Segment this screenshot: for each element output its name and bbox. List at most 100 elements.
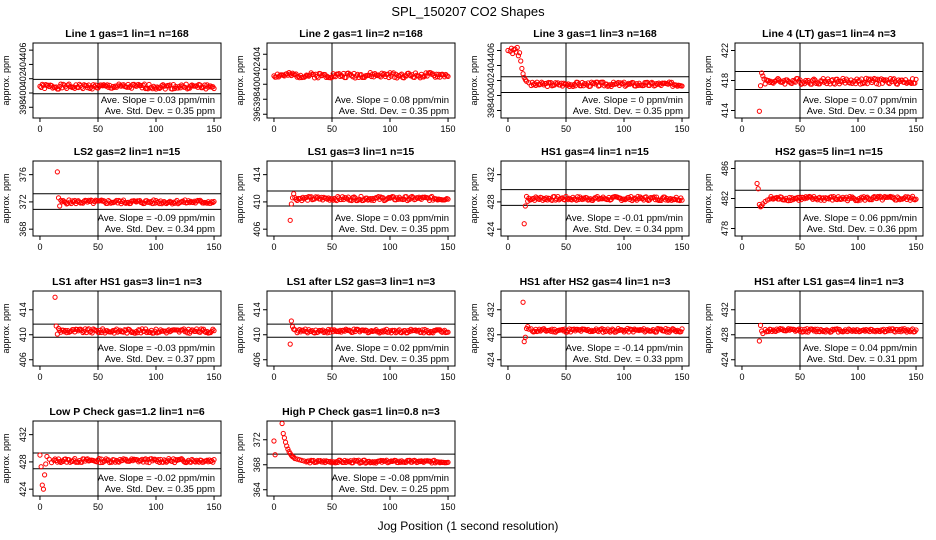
data-point [421, 74, 427, 80]
data-point [211, 85, 217, 92]
data-point [91, 198, 98, 205]
data-point [880, 77, 887, 83]
data-point [799, 80, 805, 86]
data-point [139, 456, 145, 462]
stat-annotation: Ave. Slope = 0.03 ppm/min [335, 213, 449, 224]
stat-annotation: Ave. Std. Dev. = 0.33 ppm [573, 354, 683, 365]
data-point [797, 194, 803, 200]
panel-12: HS1 after LS1 gas=4 lin=1 n=3 approx. ppm… [703, 276, 924, 382]
data-point [521, 339, 527, 345]
y-tick-label: 414 [252, 302, 262, 317]
panel-title: HS1 after LS1 gas=4 lin=1 n=3 [754, 276, 904, 288]
data-point [521, 221, 527, 227]
data-point [45, 82, 51, 88]
y-tick-label: 406 [252, 352, 262, 367]
data-point [52, 294, 58, 300]
x-tick-label: 50 [795, 124, 805, 134]
x-tick-label: 100 [148, 124, 163, 134]
data-point [412, 327, 419, 333]
data-point [165, 328, 171, 334]
data-point [37, 452, 43, 458]
data-point [848, 195, 854, 201]
data-point [588, 327, 595, 333]
data-point [210, 326, 216, 332]
data-point [120, 456, 127, 462]
data-point [350, 329, 356, 335]
data-point [42, 472, 48, 478]
data-point [285, 446, 291, 452]
y-tick-label: 400 [18, 85, 28, 100]
data-point [811, 76, 817, 82]
data-point [756, 338, 762, 344]
data-point [514, 44, 520, 51]
x-tick-label: 150 [441, 502, 456, 512]
y-tick-label: 478 [720, 221, 730, 236]
data-point [155, 456, 161, 463]
x-tick-label: 150 [441, 242, 456, 252]
data-point [652, 197, 658, 203]
data-point [864, 80, 870, 87]
x-tick-label: 0 [271, 242, 276, 252]
y-tick-label: 398 [18, 100, 28, 115]
y-tick-label: 402 [486, 73, 496, 88]
data-point [351, 194, 357, 200]
data-point [755, 186, 761, 192]
plot-frame [32, 290, 222, 367]
y-tick-label: 400 [486, 88, 496, 103]
y-tick-label: 432 [486, 302, 496, 317]
data-point [909, 193, 916, 199]
data-point [651, 194, 657, 200]
x-tick-label: 50 [561, 372, 571, 382]
data-point [776, 327, 782, 333]
data-point [396, 458, 402, 464]
y-axis-label: approx. ppm [235, 55, 245, 105]
data-point [144, 329, 150, 336]
data-point [677, 197, 683, 204]
plot-frame [266, 290, 456, 367]
data-point [858, 194, 865, 200]
panel-title: LS1 after LS2 gas=3 lin=1 n=3 [287, 276, 436, 288]
data-point [100, 83, 106, 89]
data-point [759, 70, 765, 76]
y-axis-label: approx. ppm [1, 55, 11, 105]
y-tick-label: 406 [252, 222, 262, 237]
stat-annotation: Ave. Std. Dev. = 0.35 ppm [105, 484, 215, 495]
data-point [329, 460, 335, 466]
data-point [426, 330, 433, 336]
panel-10: LS1 after LS2 gas=3 lin=1 n=3 approx. ppm… [235, 276, 456, 382]
data-point [292, 455, 298, 462]
data-point [908, 80, 914, 87]
data-point [549, 326, 555, 332]
x-tick-label: 50 [327, 502, 337, 512]
data-point [445, 329, 451, 335]
data-point [86, 197, 92, 203]
data-point [841, 328, 847, 334]
panel-title: HS1 gas=4 lin=1 n=15 [541, 146, 649, 158]
y-tick-label: 414 [252, 167, 262, 182]
data-point [126, 84, 132, 90]
stat-annotation: Ave. Std. Dev. = 0.31 ppm [807, 354, 917, 365]
panel-title: High P Check gas=1 lin=0.8 n=3 [282, 406, 440, 418]
data-point [324, 330, 330, 336]
data-series [271, 70, 451, 81]
data-point [207, 83, 214, 89]
y-axis-label: approx. ppm [469, 55, 479, 105]
data-point [757, 322, 764, 328]
data-point [862, 80, 868, 86]
x-tick-label: 0 [271, 372, 276, 382]
plot-frame [32, 160, 222, 237]
stat-annotation: Ave. Slope = 0.04 ppm/min [803, 343, 917, 354]
data-point [515, 53, 522, 59]
y-tick-label: 406 [18, 43, 28, 58]
panel-title: Line 3 gas=1 lin=3 n=168 [533, 28, 657, 40]
data-point [152, 85, 158, 91]
data-point [343, 195, 349, 201]
data-point [379, 328, 385, 334]
data-point [40, 486, 47, 492]
data-point [786, 327, 793, 333]
data-point [649, 79, 655, 85]
plot-frame [266, 420, 456, 497]
data-point [294, 456, 300, 462]
data-point [552, 80, 559, 86]
data-point [913, 327, 919, 333]
